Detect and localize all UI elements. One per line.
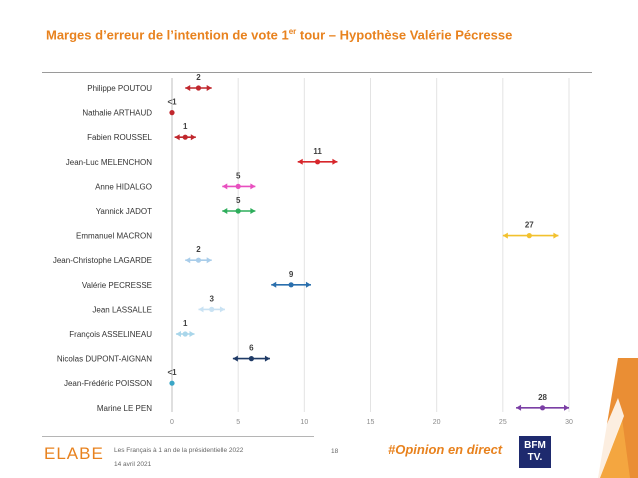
error-bar-right-arrow xyxy=(250,183,256,190)
hashtag: #Opinion en direct xyxy=(388,442,503,457)
title-divider xyxy=(42,72,592,73)
x-tick-label: 30 xyxy=(565,419,573,426)
data-label: 2 xyxy=(196,73,201,82)
candidate-name: Philippe POUTOU xyxy=(87,84,152,93)
error-bar-left-arrow xyxy=(222,183,228,190)
x-tick-label: 10 xyxy=(300,419,308,426)
error-bar-left-arrow xyxy=(174,134,180,141)
estimate-point xyxy=(288,282,294,288)
error-bar-left-arrow xyxy=(232,355,238,362)
estimate-point xyxy=(248,356,254,362)
x-tick-label: 15 xyxy=(367,419,375,426)
data-label: 2 xyxy=(196,245,201,254)
data-label: 9 xyxy=(289,270,294,279)
error-bar-right-arrow xyxy=(553,232,559,239)
footer-date: 14 avril 2021 xyxy=(114,461,152,468)
candidate-name: Jean-Frédéric POISSON xyxy=(64,379,152,388)
error-bar-left-arrow xyxy=(516,404,522,411)
error-bar-right-arrow xyxy=(189,331,195,337)
error-bar-left-arrow xyxy=(175,331,181,337)
page-title: Marges d’erreur de l’intention de vote 1… xyxy=(46,27,513,43)
candidate-name: Marine LE PEN xyxy=(97,404,152,413)
estimate-point xyxy=(195,257,202,263)
error-bar-right-arrow xyxy=(190,134,196,141)
error-bar-right-arrow xyxy=(564,404,569,411)
error-bar-left-arrow xyxy=(198,306,204,313)
page-number: 18 xyxy=(331,448,339,455)
data-label: 1 xyxy=(183,122,188,131)
error-bar-right-arrow xyxy=(250,208,256,214)
error-bar-left-arrow xyxy=(185,85,191,91)
error-bar-right-arrow xyxy=(332,158,338,165)
error-bar-right-arrow xyxy=(305,281,311,288)
x-tick-label: 25 xyxy=(499,419,507,426)
candidate-name: Fabien ROUSSEL xyxy=(87,133,152,142)
estimate-point xyxy=(169,380,175,386)
data-label: 28 xyxy=(538,393,547,402)
estimate-point xyxy=(195,85,202,91)
candidate-name: Nicolas DUPONT-AIGNAN xyxy=(57,355,152,364)
error-bar-right-arrow xyxy=(264,355,270,362)
data-label: <1 xyxy=(167,368,177,377)
estimate-point xyxy=(182,134,188,140)
data-label: 5 xyxy=(236,196,241,205)
footer-source: Les Français à 1 an de la présidentielle… xyxy=(114,447,244,454)
candidate-name: Jean LASSALLE xyxy=(92,305,152,314)
data-label: 3 xyxy=(209,294,214,303)
estimate-point xyxy=(526,233,532,239)
estimate-point xyxy=(169,110,175,116)
x-tick-label: 5 xyxy=(236,419,240,426)
candidate-name: Jean-Luc MELENCHON xyxy=(66,158,152,167)
footer-divider xyxy=(42,436,314,437)
bfmtv-logo: BFM TV. xyxy=(519,436,551,468)
data-label: 27 xyxy=(525,221,534,230)
x-tick-label: 0 xyxy=(170,419,174,426)
decorative-arrow-shape xyxy=(584,358,638,478)
candidate-name: Valérie PECRESSE xyxy=(82,281,152,290)
estimate-point xyxy=(235,208,241,214)
candidate-name: Jean-Christophe LAGARDE xyxy=(53,256,152,265)
error-bar-left-arrow xyxy=(271,281,277,288)
error-bar-right-arrow xyxy=(206,85,212,91)
error-bar-left-arrow xyxy=(222,208,228,214)
error-bar-right-arrow xyxy=(206,257,212,264)
error-bar-left-arrow xyxy=(502,232,508,239)
estimate-point xyxy=(539,405,546,411)
candidate-name: Nathalie ARTHAUD xyxy=(82,109,152,118)
elabe-logo: ELABE xyxy=(44,444,104,463)
estimate-point xyxy=(235,183,241,189)
data-label: 6 xyxy=(249,344,254,353)
x-tick-label: 20 xyxy=(433,419,441,426)
estimate-point xyxy=(209,306,215,312)
data-label: <1 xyxy=(167,98,177,107)
estimate-point xyxy=(314,159,321,165)
error-bar-right-arrow xyxy=(219,306,225,313)
candidate-name: François ASSELINEAU xyxy=(69,330,152,339)
error-bar-left-arrow xyxy=(297,158,303,165)
data-label: 1 xyxy=(183,319,188,328)
data-label: 11 xyxy=(313,147,322,156)
candidate-name: Anne HIDALGO xyxy=(95,182,152,191)
candidate-name: Emmanuel MACRON xyxy=(76,232,152,241)
candidate-name: Yannick JADOT xyxy=(96,207,152,216)
data-label: 5 xyxy=(236,171,241,180)
estimate-point xyxy=(182,331,188,337)
error-bar-left-arrow xyxy=(185,257,191,264)
